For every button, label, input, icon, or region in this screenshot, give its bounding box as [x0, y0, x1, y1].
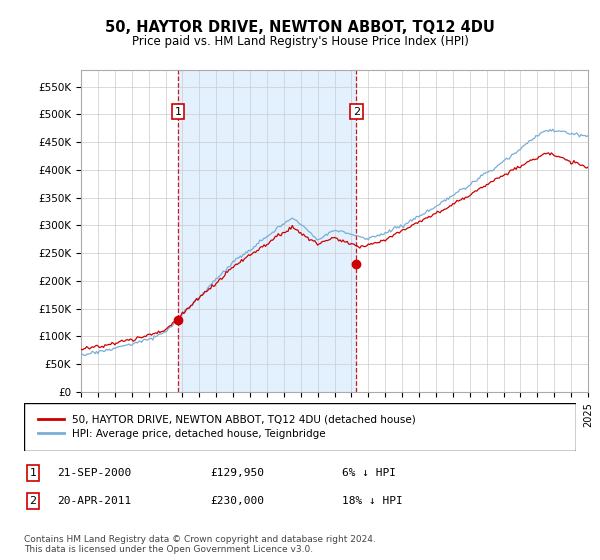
Text: £230,000: £230,000: [210, 496, 264, 506]
Text: Price paid vs. HM Land Registry's House Price Index (HPI): Price paid vs. HM Land Registry's House …: [131, 35, 469, 48]
Text: 50, HAYTOR DRIVE, NEWTON ABBOT, TQ12 4DU: 50, HAYTOR DRIVE, NEWTON ABBOT, TQ12 4DU: [105, 20, 495, 35]
Text: 20-APR-2011: 20-APR-2011: [57, 496, 131, 506]
Text: 1: 1: [175, 106, 182, 116]
Bar: [178, 70, 356, 392]
FancyBboxPatch shape: [24, 403, 576, 451]
Text: 21-SEP-2000: 21-SEP-2000: [57, 468, 131, 478]
Legend: 50, HAYTOR DRIVE, NEWTON ABBOT, TQ12 4DU (detached house), HPI: Average price, d: 50, HAYTOR DRIVE, NEWTON ABBOT, TQ12 4DU…: [35, 412, 419, 442]
Text: 2: 2: [29, 496, 37, 506]
Text: 18% ↓ HPI: 18% ↓ HPI: [342, 496, 403, 506]
Text: £129,950: £129,950: [210, 468, 264, 478]
Text: 2: 2: [353, 106, 360, 116]
Text: 1: 1: [29, 468, 37, 478]
Text: 6% ↓ HPI: 6% ↓ HPI: [342, 468, 396, 478]
Text: Contains HM Land Registry data © Crown copyright and database right 2024.
This d: Contains HM Land Registry data © Crown c…: [24, 535, 376, 554]
